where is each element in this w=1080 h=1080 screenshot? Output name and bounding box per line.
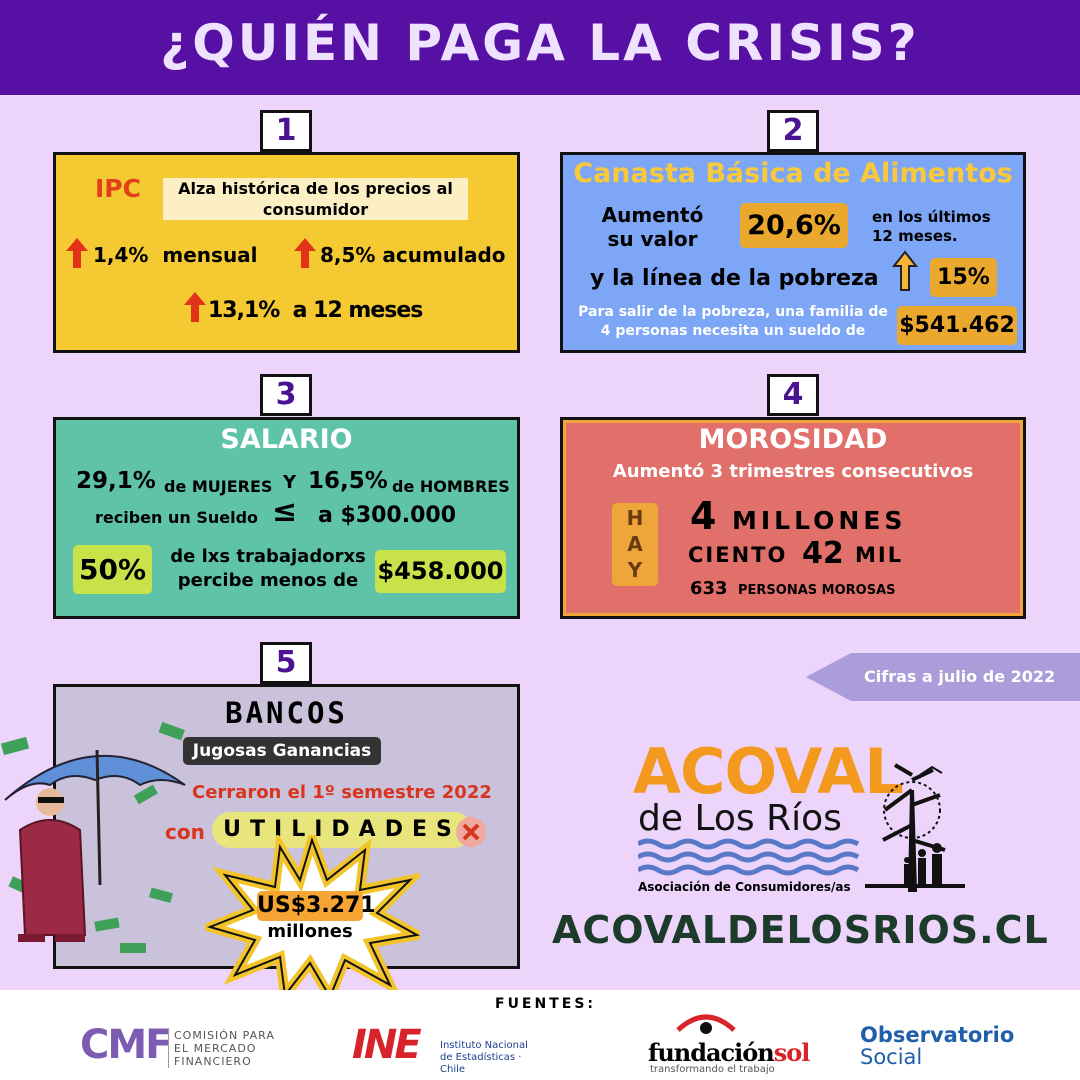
- arrow-up: [66, 238, 88, 268]
- panel-subtitle: Aumentó 3 trimestres consecutivos: [612, 461, 974, 482]
- panel-title: Canasta Básica de Alimentos: [573, 158, 1013, 189]
- footer-label: FUENTES:: [495, 996, 597, 1012]
- logo-tagline: Asociación de Consumidores/as: [638, 880, 851, 894]
- logo-name: ACOVAL: [633, 735, 904, 808]
- logo-place: de Los Ríos: [638, 798, 842, 839]
- banker-illustration: [0, 721, 186, 953]
- threshold: a $300.000: [318, 503, 457, 528]
- website: ACOVALDELOSRIOS.CL: [552, 908, 1049, 952]
- panel-number: 4: [767, 374, 819, 416]
- arrow-up: [184, 292, 206, 322]
- millions-value: 4: [690, 494, 717, 538]
- panel-number: 1: [260, 110, 312, 152]
- increase-value: 20,6%: [740, 203, 848, 248]
- source-name: transformando el trabajo: [650, 1064, 775, 1075]
- source-mark: Observatorio: [860, 1023, 1015, 1047]
- units-value: 633: [690, 578, 728, 599]
- panel-number: 3: [260, 374, 312, 416]
- amount: US$3.271: [257, 891, 376, 921]
- note-arrow: [806, 653, 1080, 701]
- label: IPC: [95, 174, 141, 203]
- source-name: Instituto Nacional de Estadísticas · Chi…: [440, 1040, 528, 1075]
- increase-label: Aumentó su valor: [601, 203, 704, 251]
- symbol: ≤: [272, 494, 298, 529]
- source-name: Social: [860, 1045, 923, 1069]
- source-brand: fundaciónsol: [648, 1038, 811, 1067]
- source-mark: INE: [352, 1022, 422, 1068]
- conjunction: Y: [283, 472, 297, 493]
- source-name: COMISIÓN PARA EL MERCADO FINANCIERO: [168, 1029, 293, 1068]
- thousands-value: 42: [802, 536, 844, 571]
- women-value: 29,1%: [76, 468, 156, 494]
- logo-waves: [638, 838, 860, 876]
- half-threshold: $458.000: [375, 550, 506, 593]
- thousands-label: MIL: [855, 543, 904, 567]
- salary-value: $541.462: [897, 306, 1017, 345]
- panel-title: BANCOS: [225, 696, 348, 730]
- source-mark-accent: sol: [773, 1038, 811, 1067]
- units-label: PERSONAS MOROSAS: [738, 583, 896, 598]
- hay: HAY: [612, 503, 658, 586]
- millions-label: MILLONES: [732, 506, 907, 535]
- panel-number: 5: [260, 642, 312, 684]
- arrow-up: [892, 250, 918, 291]
- profits: UTILIDADES: [212, 812, 472, 848]
- hundred-label: CIENTO: [688, 543, 788, 567]
- receive: reciben un Sueldo: [95, 508, 259, 527]
- x-icon: [456, 817, 486, 847]
- with: con: [165, 820, 205, 844]
- men-value: 16,5%: [308, 468, 388, 494]
- panel-title: MOROSIDAD: [698, 424, 888, 455]
- source-mark: fundación: [648, 1038, 775, 1067]
- eye-icon: [676, 1014, 736, 1034]
- panel-title: SALARIO: [220, 424, 353, 455]
- accumulated: 8,5% acumulado: [320, 243, 506, 267]
- description: Alza histórica de los precios al consumi…: [163, 178, 468, 220]
- poverty-line: y la línea de la pobreza: [590, 266, 879, 291]
- source-mark: CMF: [80, 1022, 172, 1068]
- footer: [0, 990, 1080, 1080]
- period: en los últimos 12 meses.: [872, 208, 991, 245]
- amount-unit: millones: [267, 921, 353, 942]
- panel-subtitle: Jugosas Ganancias: [183, 737, 381, 765]
- title: ¿QUIÉN PAGA LA CRISIS?: [160, 14, 920, 72]
- logo-tree: [865, 763, 965, 892]
- poverty-value: 15%: [930, 258, 997, 297]
- header: [0, 0, 1080, 95]
- salary-note: Para salir de la pobreza, una familia de…: [578, 304, 888, 339]
- half-label: de lxs trabajadorxs percibe menos de: [170, 546, 366, 591]
- panel-number: 2: [767, 110, 819, 152]
- monthly: 1,4% mensual: [93, 243, 258, 267]
- arrow-up: [294, 238, 316, 268]
- annual: 13,1% a 12 meses: [208, 298, 423, 323]
- closed: Cerraron el 1º semestre 2022: [192, 782, 492, 803]
- note: Cifras a julio de 2022: [864, 667, 1056, 686]
- women-label: de MUJERES: [164, 477, 273, 496]
- half-value: 50%: [73, 545, 152, 594]
- men-label: de HOMBRES: [392, 477, 510, 496]
